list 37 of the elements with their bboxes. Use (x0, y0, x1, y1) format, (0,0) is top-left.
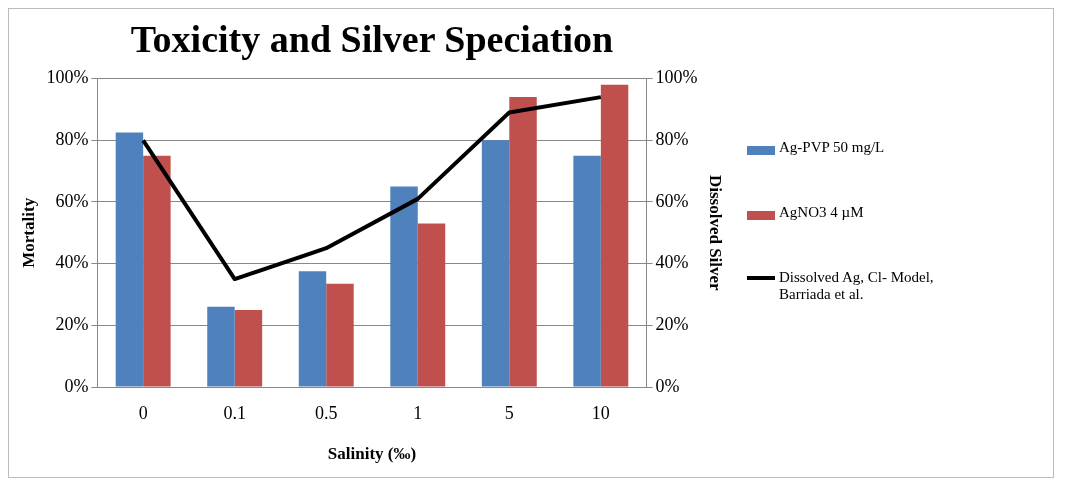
y-tick-label: 0% (64, 375, 89, 396)
y2-tick-label: 100% (655, 67, 698, 88)
bar (234, 309, 263, 387)
y-tick-label: 80% (55, 129, 89, 150)
bar (481, 140, 510, 387)
y-tick-label: 60% (55, 190, 89, 211)
x-axis-title: Salinity (‰) (327, 444, 417, 464)
bar (573, 155, 601, 387)
bar (326, 283, 354, 387)
bar (390, 186, 418, 387)
y2-tick-label: 0% (655, 375, 680, 396)
y2-axis-title: Dissolved Silver (706, 174, 726, 292)
bar (143, 155, 171, 387)
y2-tick-label: 80% (655, 129, 689, 150)
bar (417, 223, 446, 387)
y2-tick-label: 40% (655, 252, 689, 273)
bar (115, 132, 144, 387)
bar (298, 271, 327, 387)
bar (600, 84, 629, 387)
legend-label: Dissolved Ag, Cl- Model, Barriada et al. (779, 269, 935, 303)
x-tick-label: 1 (413, 402, 423, 423)
bar (509, 97, 537, 387)
chart-title: Toxicity and Silver Speciation (130, 17, 614, 60)
x-tick-label: 10 (591, 402, 610, 423)
x-tick-label: 0 (138, 402, 148, 423)
y2-tick-label: 60% (655, 190, 689, 211)
x-tick-label: 0.1 (223, 402, 246, 423)
bar (207, 306, 235, 387)
legend-label: AgNO3 4 µM (779, 204, 865, 221)
legend-label: Ag-PVP 50 mg/L (779, 139, 886, 156)
x-tick-label: 5 (504, 402, 514, 423)
y-axis-title: Mortality (18, 197, 38, 268)
x-tick-label: 0.5 (314, 402, 338, 423)
y-tick-label: 100% (46, 67, 89, 88)
y-tick-label: 20% (55, 314, 89, 335)
y-tick-label: 40% (55, 252, 89, 273)
y2-tick-label: 20% (655, 314, 689, 335)
